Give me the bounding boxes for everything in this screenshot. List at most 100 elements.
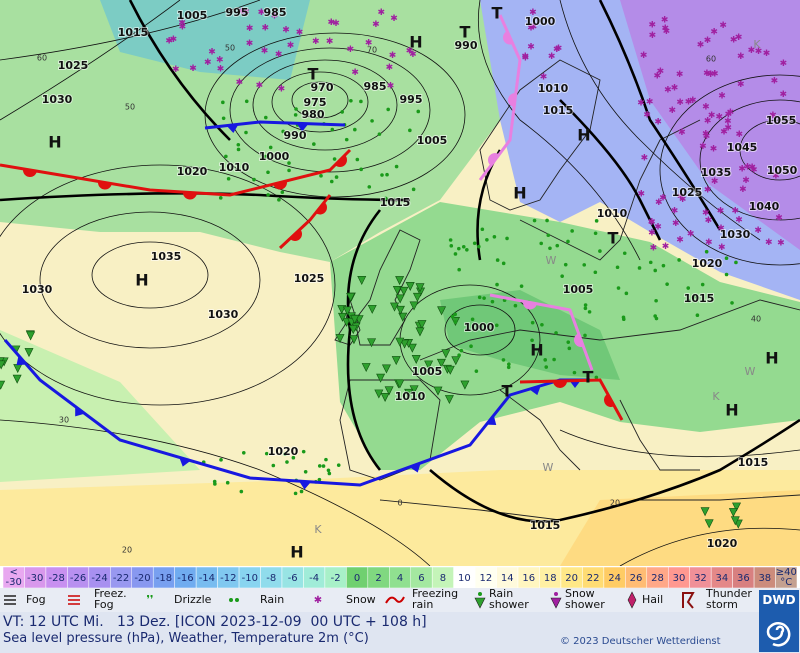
snow-symbol: ✱ <box>365 38 373 48</box>
rain-symbol <box>648 260 653 265</box>
warm-front-symbol <box>503 31 513 45</box>
snow-symbol: ✱ <box>705 216 713 226</box>
rain-symbol <box>594 219 599 223</box>
snow-symbol: ✱ <box>671 84 679 94</box>
snow-symbol: ✱ <box>711 70 719 80</box>
snow-symbol: ✱ <box>754 226 762 236</box>
cold-front-symbol <box>179 457 191 467</box>
rain-shower-symbol <box>399 286 409 296</box>
legend-label: Hail <box>642 593 663 606</box>
temperature-area <box>620 0 800 250</box>
rain-symbol <box>490 299 495 304</box>
weather-map: ✱ ✱ ✱ ✱ ✱ ✱ ✱ ✱ ✱ ✱ ✱ ✱ ✱ ✱ ✱ ✱ ✱ ✱ ✱ ✱ ✱ ✱ ✱ ✱ ✱ ✱ ✱ ✱ ✱ ✱ ✱ ✱ ✱ ✱ ✱ ✱ ✱ ✱ ✱ ✱… <box>0 0 800 612</box>
scale-label: -16 <box>177 573 193 584</box>
snow-symbol: ✱ <box>769 111 777 121</box>
rain-shower-symbol <box>728 508 738 518</box>
rain-shower-symbol <box>391 356 401 366</box>
snow-symbol: ✱ <box>347 45 355 55</box>
snow-symbol: ✱ <box>643 110 651 120</box>
snow-symbol: ✱ <box>748 163 756 173</box>
snow-symbol: ✱ <box>208 48 216 58</box>
scale-label: 22 <box>587 573 600 584</box>
rain-shower-symbol <box>349 335 359 345</box>
cold-front-symbol <box>75 406 85 417</box>
snow-symbol: ✱ <box>720 128 728 138</box>
rain-symbol <box>695 313 700 318</box>
rain-symbol <box>654 316 659 321</box>
cold-front-symbol <box>486 415 497 425</box>
pressure-label: 1015 <box>738 456 769 469</box>
pressure-center: T <box>492 4 503 23</box>
rain-symbol <box>494 323 499 328</box>
legend-icon <box>385 596 405 604</box>
rain-symbol <box>383 196 388 201</box>
rain-symbol <box>470 317 475 322</box>
temperature-area <box>440 290 620 380</box>
legend-label: Fog <box>94 598 114 611</box>
pressure-label: 970 <box>311 81 334 94</box>
snow-symbol: ✱ <box>704 117 712 127</box>
rain-symbol <box>637 266 642 270</box>
rain-symbol <box>570 229 574 233</box>
rain-symbol <box>530 338 534 343</box>
snow-symbol: ✱ <box>735 33 743 43</box>
rain-symbol <box>730 301 734 305</box>
cold-front-symbol <box>529 385 541 396</box>
snow-symbol: ✱ <box>780 59 788 69</box>
pressure-label: 1035 <box>701 166 732 179</box>
rain-shower-symbol <box>335 334 345 344</box>
cold-front-symbol <box>226 124 239 133</box>
scale-label: 6 <box>418 573 424 584</box>
snow-symbol: ✱ <box>262 23 270 33</box>
scale-label: -28 <box>48 573 64 584</box>
rain-symbol <box>277 198 281 202</box>
pressure-center: H <box>725 401 738 420</box>
rain-symbol <box>241 450 246 455</box>
rain-symbol <box>226 176 231 181</box>
pressure-label: 1010 <box>219 161 250 174</box>
rain-symbol <box>281 129 285 134</box>
legend-bar <box>0 588 800 612</box>
snow-symbol: ✱ <box>389 51 397 61</box>
rain-symbol <box>221 116 226 121</box>
rain-shower-symbol <box>384 386 394 396</box>
snow-symbol: ✱ <box>246 39 254 49</box>
rain-symbol <box>344 137 349 142</box>
snow-symbol: ✱ <box>640 51 648 61</box>
front-line <box>3 339 590 487</box>
rain-symbol <box>285 460 289 464</box>
rain-symbol <box>506 365 511 370</box>
rain-symbol <box>244 130 248 135</box>
snow-symbol: ✱ <box>527 42 535 52</box>
snow-symbol: ✱ <box>711 177 719 187</box>
pressure-label: 1030 <box>720 228 751 241</box>
pressure-center: H <box>513 184 526 203</box>
rain-symbol <box>691 295 696 299</box>
rain-symbol <box>593 270 598 275</box>
legend-icon <box>550 597 562 609</box>
rain-symbol <box>566 340 571 344</box>
weather-symbols: ✱ ✱ ✱ ✱ ✱ ✱ ✱ ✱ ✱ ✱ ✱ ✱ ✱ ✱ ✱ ✱ ✱ ✱ ✱ ✱ ✱ ✱ ✱ ✱ ✱ ✱ ✱ ✱ ✱ ✱ ✱ ✱ ✱ ✱ ✱ ✱ ✱ ✱ ✱ ✱… <box>0 7 788 529</box>
snow-symbol: ✱ <box>662 242 670 252</box>
snow-symbol: ✱ <box>724 123 732 133</box>
rain-symbol <box>480 227 485 232</box>
rain-symbol <box>370 119 374 123</box>
warm-front-symbol <box>508 93 516 107</box>
snow-symbol: ✱ <box>275 50 283 60</box>
cold-front-symbol <box>16 355 27 366</box>
temperature-area <box>0 0 520 262</box>
rain-shower-symbol <box>381 364 391 374</box>
snow-symbol: ✱ <box>657 67 665 77</box>
rain-symbol <box>213 482 217 486</box>
pressure-label: 1000 <box>525 15 556 28</box>
pressure-label: 975 <box>304 96 327 109</box>
cold-front-symbol <box>296 123 309 132</box>
snow-symbol: ✱ <box>637 189 645 199</box>
air-mass-label: W <box>546 254 557 267</box>
snow-symbol: ✱ <box>676 70 684 80</box>
air-mass-label: K <box>712 390 720 403</box>
isotherm-label: 20 <box>122 546 132 555</box>
air-mass-label: K <box>753 38 761 51</box>
rain-shower-symbol <box>374 389 384 399</box>
